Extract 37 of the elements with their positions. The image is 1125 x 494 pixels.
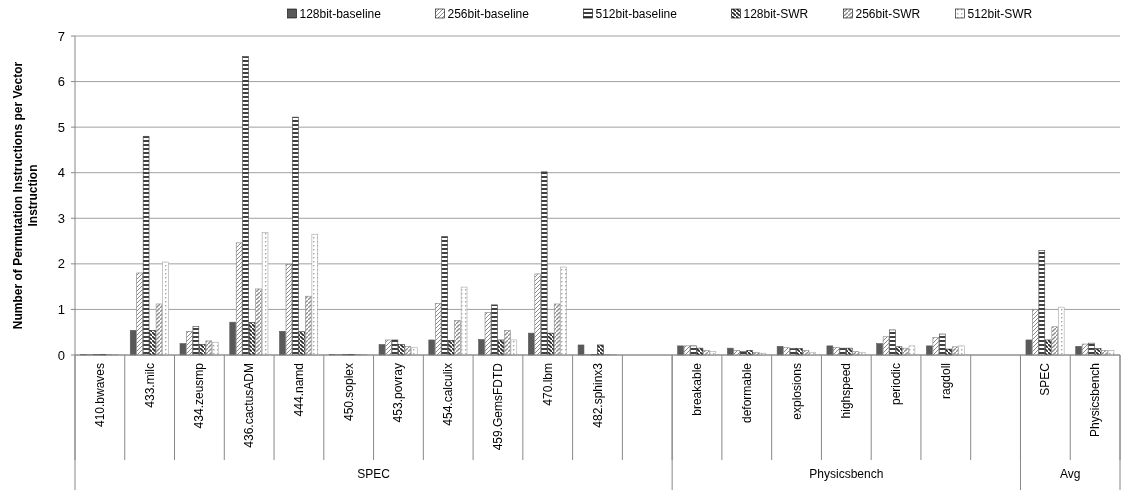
text: Physicsbench	[809, 467, 884, 481]
x-tick-label: highspeed	[839, 363, 854, 419]
legend-label: 128bit-baseline	[299, 7, 382, 22]
x-tick-label: 450.soplex	[341, 363, 356, 422]
y-tick-label: 0	[57, 347, 65, 363]
legend-label: 512bit-SWR	[967, 7, 1033, 22]
legend-label: 128bit-SWR	[743, 7, 809, 22]
x-tick-label: 410.bwaves	[92, 363, 107, 428]
legend-label: 256bit-baseline	[447, 7, 530, 22]
x-tick-label: breakable	[690, 362, 705, 416]
x-tick-label: periodic	[889, 363, 904, 406]
x-tick-label: 470.lbm	[540, 363, 555, 406]
legend-label: 512bit-baseline	[595, 7, 678, 22]
text: Avg	[1060, 467, 1081, 481]
legend-label: 256bit-SWR	[855, 7, 921, 22]
x-tick-label: 444.namd	[291, 363, 306, 417]
x-tick-label: 433.milc	[142, 363, 157, 408]
text: SPEC	[357, 467, 391, 481]
y-axis-title: Number of Permutation Instructions per Vector Instruction	[11, 61, 40, 330]
y-tick-label: 7	[57, 28, 65, 44]
x-tick-label: 459.GemsFDTD	[490, 362, 505, 451]
x-tick-label: 482.sphinx3	[590, 362, 605, 428]
x-tick-label: 434.zeusmp	[192, 362, 207, 429]
x-tick-label: Physicsbench	[1088, 363, 1103, 438]
y-tick-label: 2	[57, 256, 65, 272]
x-tick-label: SPEC	[1038, 362, 1053, 396]
x-tick-label: 436.cactusADM	[242, 363, 257, 448]
y-tick-label: 6	[57, 74, 65, 90]
y-tick-label: 3	[57, 210, 65, 226]
x-tick-label: 453.povray	[391, 363, 406, 423]
x-tick-label: 454.calculix	[441, 363, 456, 426]
y-tick-label: 1	[57, 301, 65, 317]
y-tick-label: 4	[57, 165, 65, 181]
x-tick-label: deformable	[739, 362, 754, 424]
x-tick-label: explosions	[789, 363, 804, 420]
y-tick-label: 5	[57, 119, 65, 135]
x-tick-label: ragdoll	[938, 363, 953, 400]
